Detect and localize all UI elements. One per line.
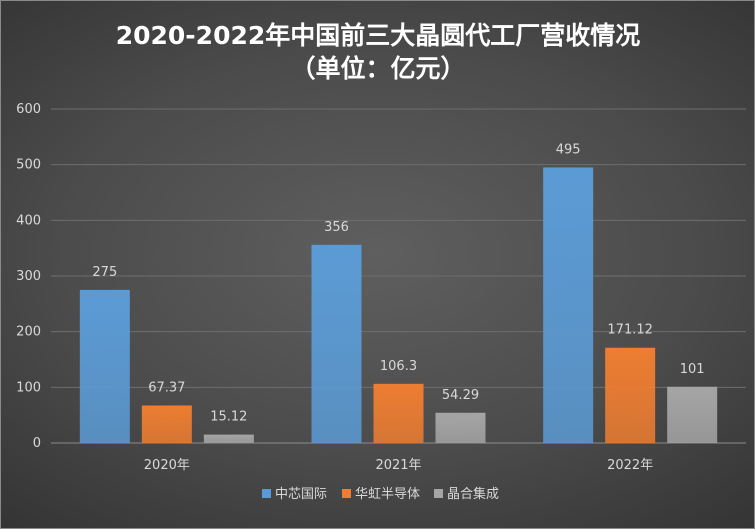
bar [605,347,656,443]
gridlines [51,108,746,444]
y-tick-label: 200 [16,325,41,340]
bar [311,244,362,443]
x-axis: 2020年 2021年 2022年 [144,458,653,473]
y-tick-label: 0 [33,436,41,451]
data-label: 15.12 [210,410,247,425]
data-label: 356 [324,220,349,235]
data-label: 106.3 [380,359,417,374]
legend-label: 华虹半导体 [355,487,420,502]
data-label: 495 [556,142,581,157]
bar [203,434,254,443]
bar [141,405,192,443]
data-label: 67.37 [148,380,185,395]
y-tick-label: 400 [16,213,41,228]
legend-label: 晶合集成 [447,486,499,502]
bars [79,167,718,443]
bar [79,289,130,443]
chart-title-line1: 2020-2022年中国前三大晶圆代工厂营收情况 [116,21,641,50]
legend-swatch [434,489,443,498]
data-label: 101 [680,362,705,377]
legend-swatch [342,489,351,498]
y-tick-label: 100 [16,380,41,395]
legend: 中芯国际 华虹半导体 晶合集成 [262,486,499,502]
x-tick-label: 2021年 [375,458,421,473]
bar [667,386,718,443]
bar [373,383,424,443]
legend-label: 中芯国际 [275,487,327,502]
data-label: 54.29 [442,388,479,403]
x-tick-label: 2020年 [144,458,190,473]
data-labels: 275 67.37 15.12 356 106.3 54.29 495 171.12 101 [92,142,704,424]
bar [543,167,594,443]
data-label: 171.12 [607,323,653,338]
bar [435,412,486,443]
y-tick-label: 300 [16,269,41,284]
y-tick-label: 500 [16,158,41,173]
y-axis: 0 100 200 300 400 500 600 [16,102,41,451]
chart-title-line2: （单位：亿元） [290,54,465,83]
legend-swatch [262,489,271,498]
data-label: 275 [92,265,117,280]
x-tick-label: 2022年 [607,458,653,473]
y-tick-label: 600 [16,102,41,117]
